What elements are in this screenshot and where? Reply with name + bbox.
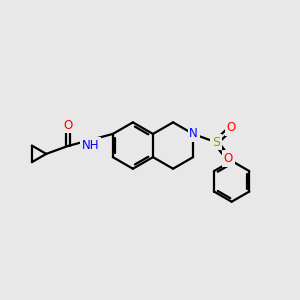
Text: O: O (227, 121, 236, 134)
Text: S: S (212, 136, 220, 149)
Text: O: O (63, 118, 73, 132)
Text: NH: NH (82, 139, 99, 152)
Text: N: N (189, 127, 198, 140)
Text: O: O (224, 152, 233, 165)
